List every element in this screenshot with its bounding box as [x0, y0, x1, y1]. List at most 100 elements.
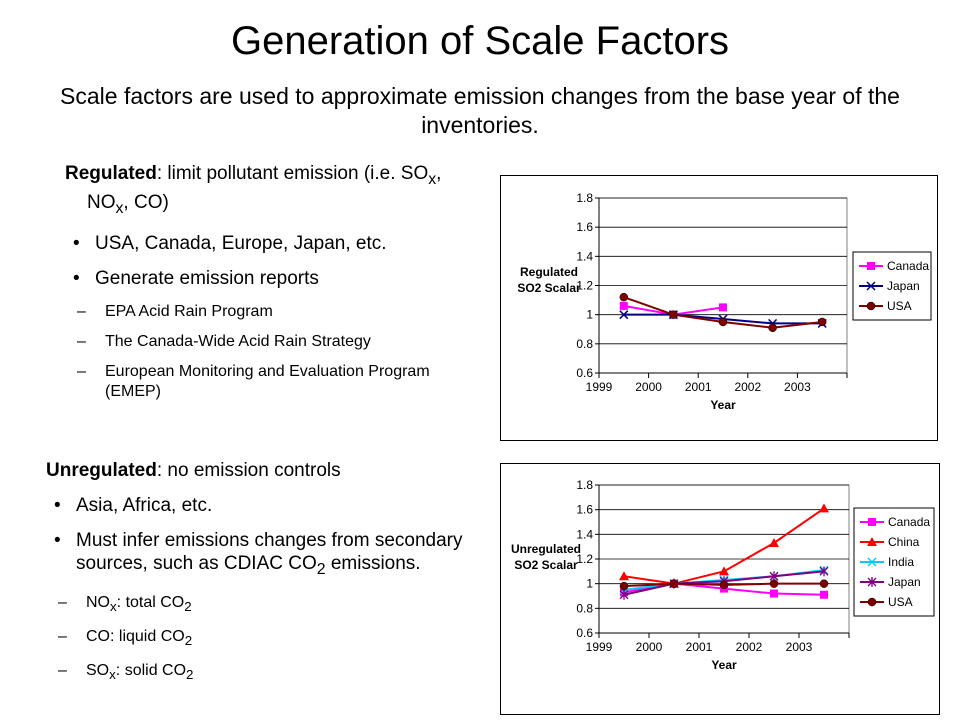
- y-tick-label: 0.8: [576, 337, 593, 351]
- y-tick-label: 1.8: [576, 191, 593, 205]
- y-tick-label: 1.6: [576, 503, 593, 517]
- regulated-section: Regulated: limit pollutant emission (i.e…: [65, 162, 465, 412]
- data-point-china: [819, 503, 829, 513]
- legend-marker-usa: [867, 597, 877, 607]
- y-tick-label: 1: [586, 308, 593, 322]
- data-point-usa: [819, 579, 829, 588]
- y-axis-title-line: Regulated: [520, 265, 578, 279]
- subbullet-text: : total CO: [116, 593, 185, 611]
- dash-mark: –: [58, 627, 67, 645]
- data-point-japan: [619, 589, 629, 600]
- y-tick-label: 1.8: [576, 478, 593, 492]
- subscript: 2: [186, 667, 194, 683]
- y-tick-label: 1.4: [576, 527, 593, 541]
- x-tick-label: 1999: [586, 640, 613, 654]
- data-point-usa: [817, 317, 827, 327]
- legend-label-japan: Japan: [888, 575, 921, 589]
- y-tick-label: 1.4: [576, 249, 593, 263]
- subbullet-text: : solid CO: [115, 662, 187, 680]
- legend-marker-canada: [867, 262, 875, 270]
- regulated-heading-text: , NO: [87, 163, 442, 213]
- legend-label-canada: Canada: [887, 259, 929, 273]
- subbullet-text: CO: liquid CO: [86, 627, 185, 645]
- legend-marker-usa: [866, 301, 876, 311]
- unregulated-section: Unregulated: no emission controls Asia, …: [46, 459, 471, 695]
- y-axis-title-line: Unregulated: [511, 542, 581, 556]
- subscript: x: [115, 199, 124, 217]
- subscript: 2: [184, 598, 192, 614]
- legend-label-india: India: [888, 555, 914, 569]
- unregulated-subbullet: – CO: liquid CO2: [46, 627, 471, 651]
- bullet-text: Must infer emissions changes from second…: [76, 530, 463, 574]
- y-tick-label: 0.6: [576, 366, 593, 380]
- slide-title: Generation of Scale Factors: [230, 19, 730, 63]
- data-point-usa: [669, 310, 678, 319]
- subscript: 2: [316, 560, 326, 578]
- data-point-usa: [619, 292, 629, 302]
- subscript: x: [110, 598, 117, 614]
- regulated-heading: Regulated: limit pollutant emission (i.e…: [65, 162, 465, 220]
- y-tick-label: 1.6: [576, 220, 593, 234]
- legend-marker-japan: [867, 577, 877, 587]
- dash-mark: –: [77, 302, 86, 320]
- subbullet-text: SO: [86, 662, 110, 680]
- x-tick-label: 2000: [636, 640, 663, 654]
- x-tick-label: 2000: [635, 380, 662, 394]
- data-point-china: [619, 571, 629, 581]
- regulated-bullet: Generate emission reports: [65, 267, 465, 290]
- subbullet-text: EPA Acid Rain Program: [105, 302, 273, 320]
- legend-marker-canada: [868, 518, 876, 526]
- x-tick-label: 2002: [736, 640, 763, 654]
- unregulated-bullet: Must infer emissions changes from second…: [46, 529, 471, 581]
- data-point-usa: [768, 323, 777, 333]
- regulated-subbullet: – EPA Acid Rain Program: [65, 302, 465, 322]
- unregulated-so2-chart: 0.6 0.8 1 1.2 1.4 1.6 1.8 1999 2000 2001 2002 2003 Y…: [511, 478, 935, 672]
- unregulated-heading-bold: Unregulated: [46, 460, 157, 481]
- regulated-heading-text: , CO): [123, 191, 169, 213]
- y-tick-label: 0.6: [576, 626, 593, 640]
- x-tick-label: 1999: [586, 380, 613, 394]
- unregulated-heading-text: : no emission controls: [156, 460, 341, 481]
- regulated-subbullet: – European Monitoring and Evaluation Prog…: [65, 362, 465, 402]
- regulated-heading-bold: Regulated: [65, 163, 157, 184]
- x-axis-title: Year: [711, 658, 737, 672]
- unregulated-chart-frame: 0.6 0.8 1 1.2 1.4 1.6 1.8 1999 2000 2001 2002 2003 Y…: [500, 463, 940, 715]
- x-axis-title: Year: [710, 398, 736, 412]
- x-tick-label: 2003: [786, 640, 813, 654]
- x-tick-label: 2001: [685, 380, 712, 394]
- data-point-canada: [820, 590, 828, 599]
- y-tick-label: 1.2: [576, 552, 593, 566]
- x-tick-label: 2003: [784, 380, 811, 394]
- data-point-japan: [619, 310, 629, 320]
- x-tick-label: 2001: [686, 640, 713, 654]
- legend-label-japan: Japan: [887, 279, 920, 293]
- dash-mark: –: [77, 362, 86, 380]
- dash-mark: –: [58, 593, 67, 611]
- y-axis-title-line: SO2 Scalar: [514, 558, 578, 572]
- unregulated-heading: Unregulated: no emission controls: [46, 459, 471, 482]
- subbullet-text: The Canada-Wide Acid Rain Strategy: [105, 332, 371, 350]
- data-point-china: [719, 566, 729, 576]
- y-tick-label: 0.8: [576, 601, 593, 615]
- data-point-usa: [669, 579, 679, 588]
- unregulated-subbullet: – SOx: solid CO2: [46, 661, 471, 685]
- dash-mark: –: [58, 662, 67, 680]
- regulated-heading-text: : limit pollutant emission (i.e. SO: [156, 163, 429, 184]
- subbullet-text: European Monitoring and Evaluation Progr…: [105, 362, 430, 400]
- legend-label-usa: USA: [888, 595, 913, 609]
- y-axis-title-line: SO2 Scalar: [517, 281, 581, 295]
- legend-marker-china: [867, 537, 877, 546]
- data-point-usa: [619, 581, 629, 591]
- data-point-canada: [619, 301, 628, 310]
- legend-marker-japan: [866, 281, 876, 291]
- legend-label-canada: Canada: [888, 515, 930, 529]
- subbullet-text: NO: [86, 593, 110, 611]
- slide-subtitle: Scale factors are used to approximate em…: [60, 83, 900, 138]
- x-tick-label: 2002: [734, 380, 761, 394]
- data-point-china: [769, 537, 779, 547]
- regulated-bullet: USA, Canada, Europe, Japan, etc.: [65, 232, 465, 255]
- data-point-canada: [770, 589, 778, 598]
- subscript: 2: [184, 633, 193, 649]
- data-point-canada: [719, 303, 727, 312]
- subscript: x: [109, 667, 116, 683]
